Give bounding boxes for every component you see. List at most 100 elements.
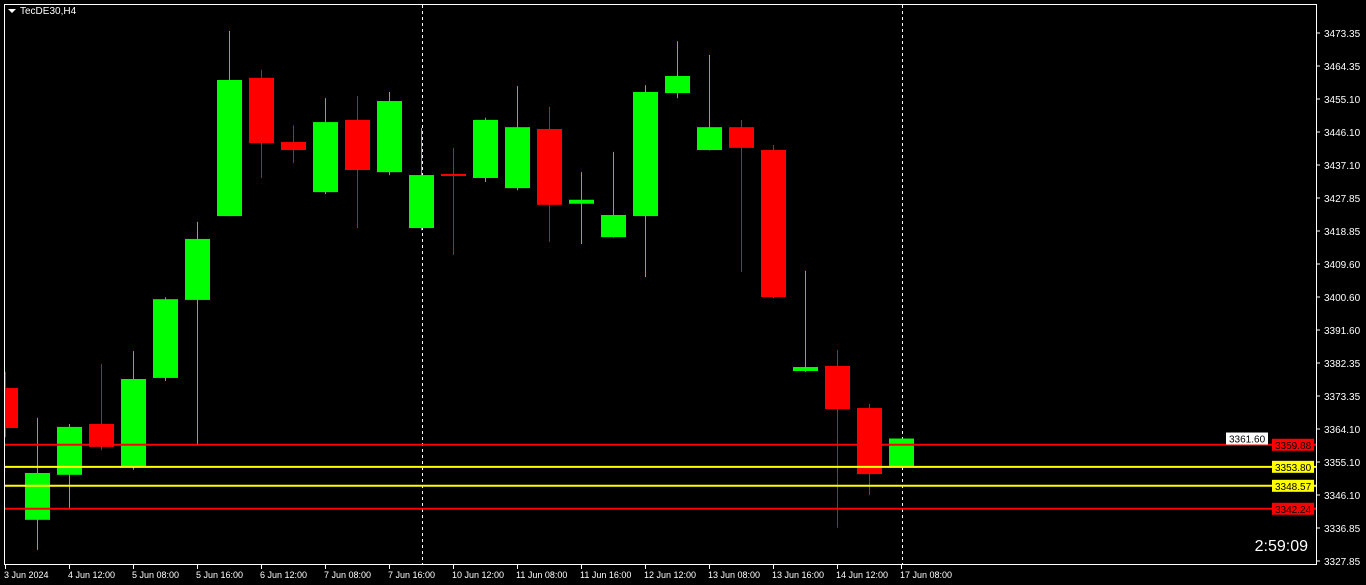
candle-body	[377, 101, 402, 173]
bearish-candle	[249, 69, 274, 178]
candle-body	[121, 379, 146, 468]
x-axis-tick-label: 7 Jun 08:00	[324, 570, 371, 580]
bullish-candle	[665, 41, 690, 99]
bullish-candle	[473, 117, 498, 182]
bearish-candle	[281, 125, 306, 164]
current-price-label: 3361.60	[1229, 435, 1266, 446]
y-axis-tick-label: 3473.35	[1324, 29, 1361, 40]
x-axis-tick-label: 3 Jun 2024	[4, 570, 49, 580]
candle-body	[409, 175, 434, 229]
y-axis-tick-label: 3446.10	[1324, 128, 1361, 139]
y-axis-tick-label: 3346.10	[1324, 491, 1361, 502]
level-price-label: 3353.80	[1275, 463, 1312, 474]
candle-body	[825, 365, 850, 410]
bearish-candle	[825, 349, 850, 528]
bullish-candle	[633, 85, 658, 278]
candle-body	[281, 142, 306, 151]
candle-body	[185, 238, 210, 300]
candle-body	[761, 150, 786, 297]
bearish-candle	[89, 364, 114, 451]
x-axis-tick-label: 10 Jun 12:00	[452, 570, 504, 580]
y-axis-tick-label: 3373.35	[1324, 392, 1361, 403]
x-axis-tick-label: 11 Jun 16:00	[580, 570, 631, 580]
candle-body	[345, 119, 370, 170]
y-axis-tick-label: 3364.10	[1324, 425, 1361, 436]
level-label-bg	[1272, 460, 1314, 473]
y-axis-tick-label: 3327.85	[1324, 557, 1361, 568]
candle-body	[793, 367, 818, 372]
bar-countdown-timer: 2:59:09	[1255, 538, 1308, 555]
y-axis-tick-label: 3409.60	[1324, 260, 1361, 271]
bearish-candle	[441, 147, 466, 255]
level-price-label: 3348.57	[1275, 482, 1312, 493]
x-axis-tick-label: 17 Jun 08:00	[900, 570, 952, 580]
y-axis-tick-label: 3455.10	[1324, 95, 1361, 106]
candle-body	[505, 127, 530, 189]
y-axis-tick-label: 3427.85	[1324, 194, 1361, 205]
bullish-candle	[409, 127, 434, 231]
x-axis-tick-label: 14 Jun 12:00	[836, 570, 888, 580]
candle-body	[473, 119, 498, 178]
candle-body	[249, 77, 274, 144]
bullish-candle	[121, 351, 146, 470]
y-axis-tick-label: 3336.85	[1324, 524, 1361, 535]
bullish-candle	[25, 417, 50, 550]
candle-body	[729, 127, 754, 148]
x-axis-tick-label: 12 Jun 12:00	[644, 570, 696, 580]
bearish-candle	[857, 404, 882, 496]
x-axis-tick-label: 7 Jun 16:00	[388, 570, 435, 580]
bullish-candle	[217, 31, 242, 217]
candle-body	[889, 438, 914, 467]
chart-frame	[4, 4, 1317, 565]
bullish-candle	[185, 221, 210, 444]
candle-body	[569, 199, 594, 204]
candle-body	[633, 91, 658, 217]
bullish-candle	[697, 54, 722, 151]
x-axis-tick-label: 13 Jun 08:00	[708, 570, 760, 580]
bearish-candle	[729, 119, 754, 272]
candle-body	[25, 473, 50, 520]
x-axis-tick-label: 4 Jun 12:00	[68, 570, 115, 580]
candle-body	[153, 299, 178, 378]
bullish-candle	[377, 91, 402, 176]
x-axis-tick-label: 11 Jun 08:00	[516, 570, 567, 580]
bullish-candle	[601, 151, 626, 238]
y-axis-tick-label: 3355.10	[1324, 458, 1361, 469]
bearish-candle	[345, 95, 370, 229]
x-axis-tick-label: 5 Jun 08:00	[132, 570, 179, 580]
candle-body	[441, 173, 466, 176]
symbol-menu-arrow-icon[interactable]	[8, 9, 16, 13]
x-axis-tick-label: 13 Jun 16:00	[772, 570, 824, 580]
chart-title: TecDE30,H4	[20, 6, 77, 17]
y-axis-tick-label: 3400.60	[1324, 293, 1361, 304]
candle-body	[537, 128, 562, 205]
bullish-candle	[153, 297, 178, 381]
candle-body	[857, 408, 882, 475]
current-price-label-bg	[1226, 432, 1268, 445]
x-axis-tick-label: 6 Jun 12:00	[260, 570, 307, 580]
bearish-candle	[537, 106, 562, 242]
candle-body	[217, 79, 242, 217]
candle-body	[665, 76, 690, 94]
x-axis-tick-label: 5 Jun 16:00	[196, 570, 243, 580]
bullish-candle	[313, 98, 338, 194]
bullish-candle	[505, 86, 530, 191]
level-price-label: 3342.24	[1275, 505, 1312, 516]
level-label-bg	[1272, 479, 1314, 492]
candle-body	[89, 424, 114, 447]
bearish-candle	[761, 144, 786, 299]
y-axis-tick-label: 3464.35	[1324, 62, 1361, 73]
y-axis-tick-label: 3391.60	[1324, 326, 1361, 337]
candle-body	[5, 388, 18, 429]
bullish-candle	[569, 172, 594, 245]
level-label-bg	[1272, 438, 1314, 451]
y-axis-tick-label: 3418.85	[1324, 227, 1361, 238]
candle-body	[601, 214, 626, 238]
candle-body	[697, 127, 722, 151]
candle-body	[313, 122, 338, 193]
level-price-label: 3359.88	[1275, 441, 1312, 452]
level-label-bg	[1272, 502, 1314, 515]
bullish-candle	[793, 270, 818, 372]
y-axis-tick-label: 3437.10	[1324, 161, 1361, 172]
